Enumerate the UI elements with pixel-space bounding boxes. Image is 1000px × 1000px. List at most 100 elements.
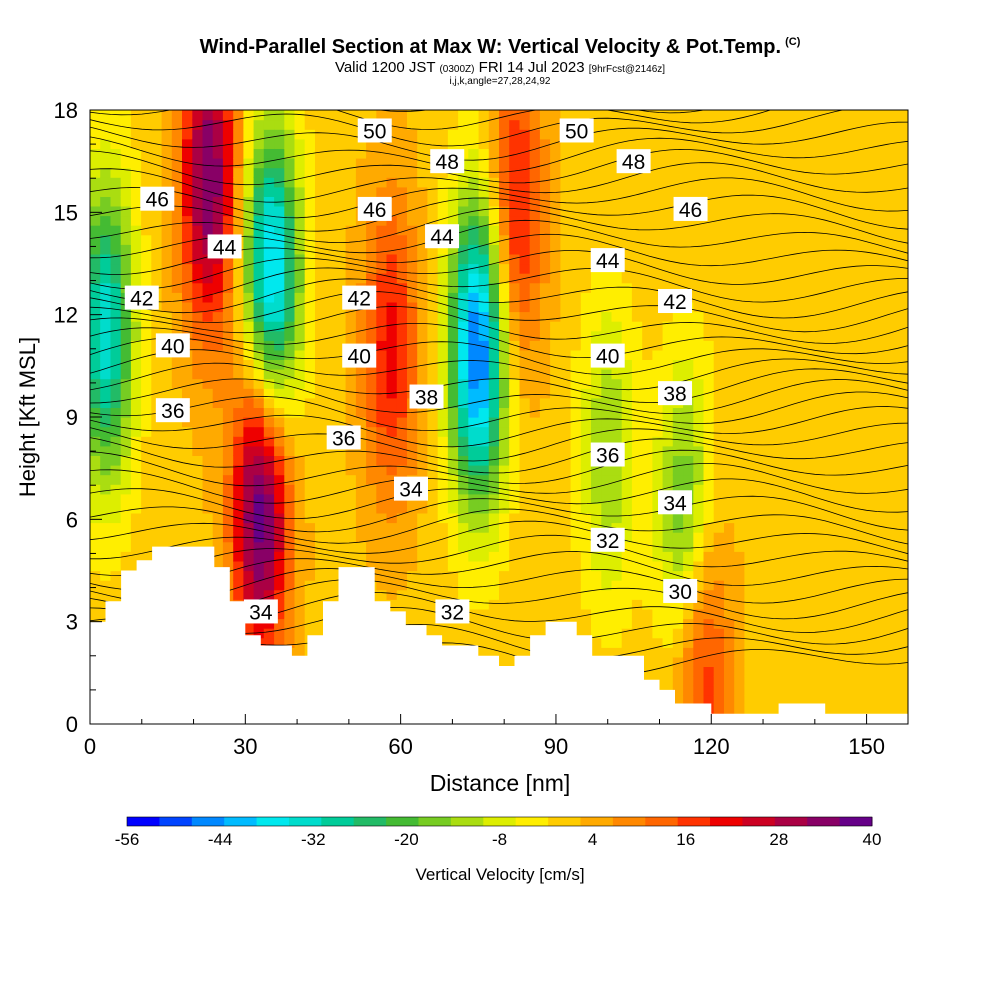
field-cell — [836, 417, 848, 428]
field-cell — [366, 465, 377, 476]
field-cell — [488, 330, 500, 341]
field-cell — [795, 618, 807, 629]
field-cell — [621, 349, 633, 360]
field-cell — [672, 311, 684, 322]
field-cell — [805, 484, 817, 495]
field-cell — [867, 282, 878, 293]
field-cell — [284, 570, 296, 581]
field-cell — [764, 234, 776, 245]
field-cell — [724, 311, 735, 322]
chart-title-text: Wind-Parallel Section at Max W: Vertical… — [199, 36, 782, 58]
field-cell — [110, 263, 122, 274]
field-cell — [488, 148, 500, 159]
field-cell — [764, 685, 776, 696]
field-cell — [233, 215, 244, 226]
field-cell — [274, 551, 285, 562]
field-cell — [90, 215, 101, 226]
field-cell — [754, 484, 766, 495]
field-cell — [161, 484, 173, 495]
field-cell — [816, 177, 827, 188]
field-cell — [846, 397, 858, 408]
field-cell — [90, 522, 101, 533]
field-cell — [417, 541, 428, 552]
field-cell — [325, 110, 336, 121]
field-cell — [90, 244, 101, 255]
field-cell — [130, 465, 142, 476]
field-cell — [570, 321, 582, 332]
field-cell — [754, 148, 766, 159]
field-cell — [396, 580, 408, 591]
field-cell — [785, 138, 797, 149]
field-cell — [120, 138, 132, 149]
field-cell — [437, 349, 449, 360]
field-cell — [580, 215, 592, 226]
field-cell — [580, 512, 592, 524]
field-cell — [478, 129, 490, 140]
field-cell — [376, 282, 388, 293]
field-cell — [458, 282, 469, 293]
field-cell — [826, 417, 837, 428]
field-cell — [846, 570, 858, 581]
field-cell — [274, 292, 285, 303]
field-cell — [642, 512, 653, 524]
field-cell — [836, 311, 848, 322]
field-cell — [366, 551, 377, 562]
field-cell — [212, 196, 224, 207]
field-cell — [775, 426, 786, 437]
field-cell — [355, 253, 367, 265]
field-cell — [611, 321, 623, 332]
field-cell — [580, 560, 592, 572]
field-cell — [724, 158, 735, 169]
field-cell — [233, 177, 244, 188]
field-cell — [90, 301, 101, 313]
field-cell — [836, 493, 848, 504]
field-cell — [253, 273, 265, 284]
field-cell — [652, 436, 664, 447]
field-cell — [243, 273, 255, 284]
field-cell — [662, 637, 674, 648]
field-cell — [345, 417, 357, 428]
field-cell — [775, 225, 786, 236]
field-cell — [171, 167, 183, 178]
field-cell — [550, 445, 561, 456]
field-cell — [693, 656, 705, 667]
field-cell — [100, 158, 111, 169]
field-cell — [447, 570, 459, 581]
field-cell — [867, 580, 878, 591]
field-cell — [386, 397, 398, 408]
field-cell — [693, 263, 705, 274]
field-cell — [141, 407, 152, 418]
field-cell — [539, 417, 551, 428]
field-cell — [427, 273, 439, 284]
field-cell — [376, 273, 388, 284]
field-cell — [805, 685, 817, 696]
field-cell — [407, 110, 418, 121]
field-cell — [478, 225, 490, 236]
field-cell — [263, 273, 275, 284]
field-cell — [662, 177, 674, 188]
field-cell — [519, 282, 531, 293]
field-cell — [222, 177, 234, 188]
field-cell — [243, 158, 255, 169]
field-cell — [294, 628, 306, 639]
field-cell — [826, 244, 837, 255]
field-cell — [315, 618, 326, 629]
field-cell — [846, 129, 858, 140]
field-cell — [100, 138, 111, 149]
field-cell — [171, 186, 183, 197]
field-cell — [120, 359, 132, 370]
field-cell — [601, 158, 613, 169]
field-cell — [836, 666, 848, 677]
field-cell — [621, 359, 633, 370]
field-cell — [488, 618, 500, 629]
field-cell — [846, 618, 858, 629]
field-cell — [202, 417, 214, 428]
field-cell — [805, 589, 817, 600]
field-cell — [253, 551, 265, 562]
field-cell — [734, 129, 745, 140]
field-cell — [846, 148, 858, 159]
field-cell — [222, 388, 234, 399]
field-cell — [478, 349, 490, 360]
field-cell — [611, 608, 623, 620]
